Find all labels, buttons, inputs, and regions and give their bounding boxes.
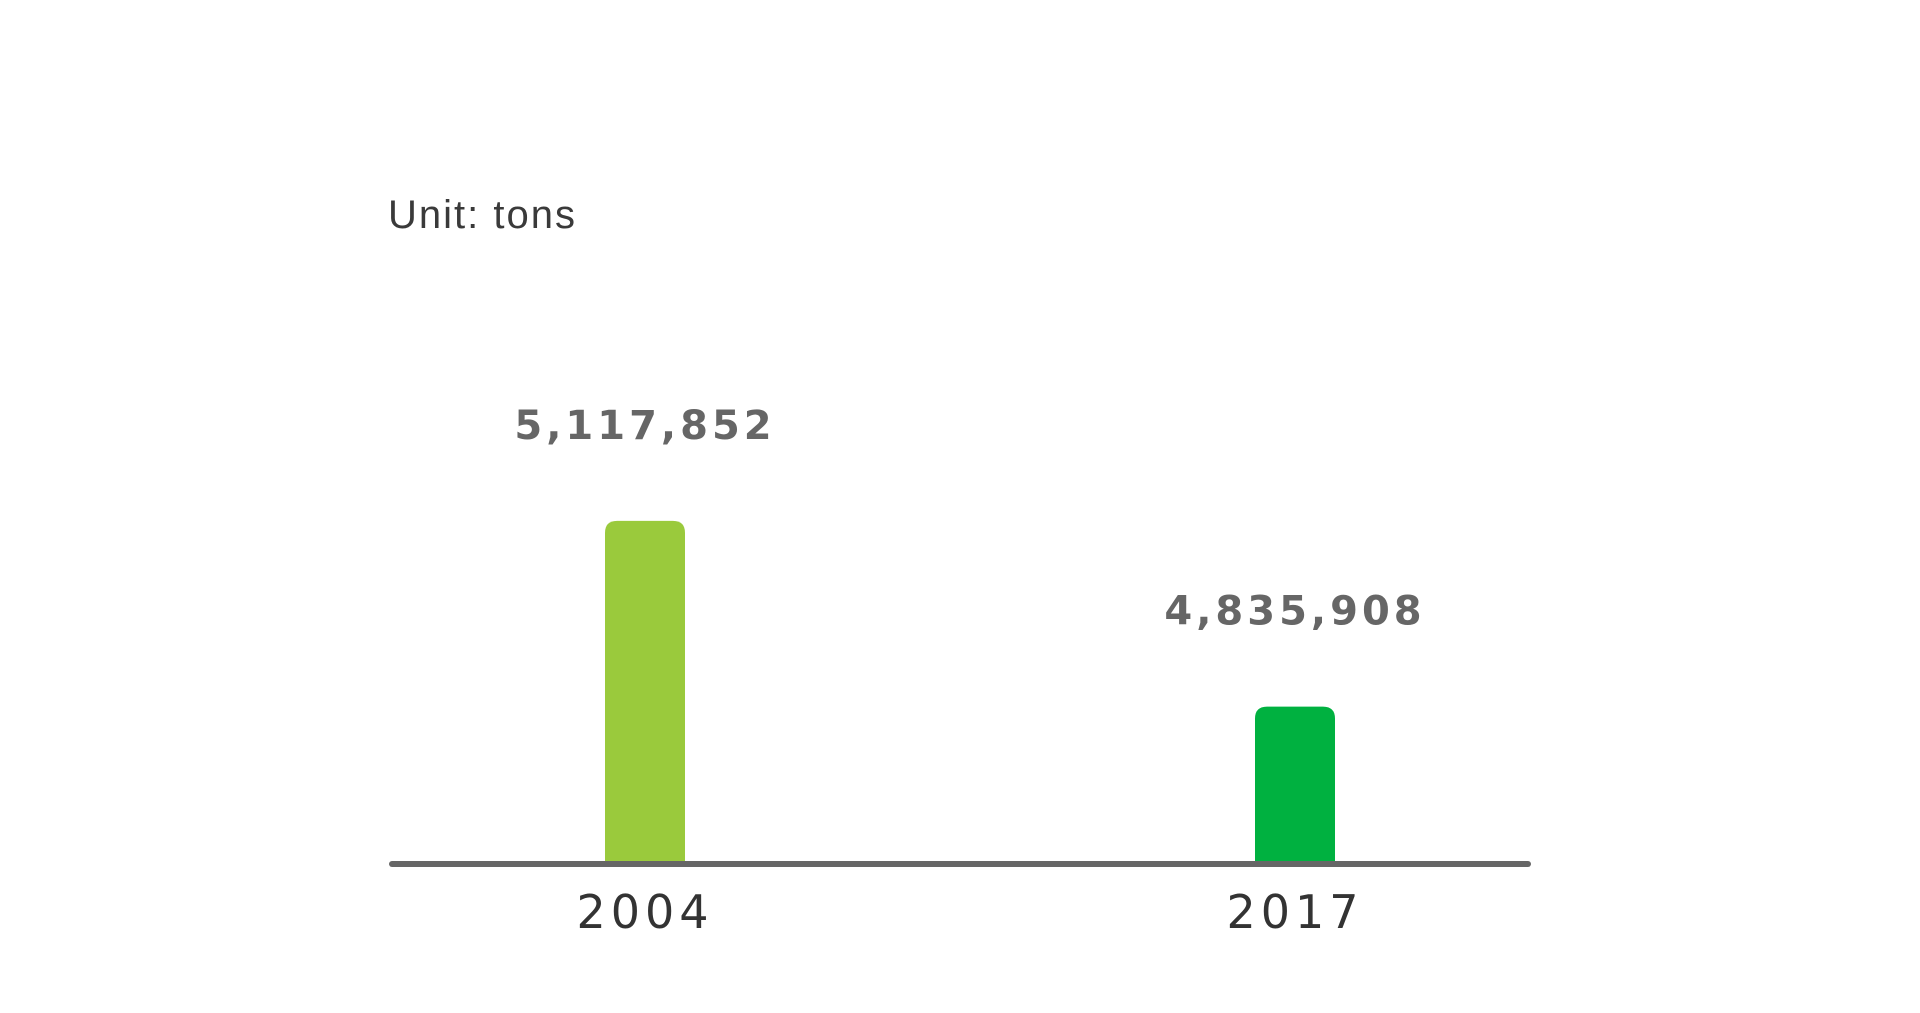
unit-label: Unit: tons (388, 193, 577, 237)
value-label-2004: 5,117,852 (514, 403, 775, 449)
bar-2017 (1255, 706, 1335, 862)
bars-group (605, 520, 1335, 862)
x-tick-label-2004: 2004 (576, 885, 713, 939)
bar-2004 (605, 520, 685, 862)
labels-group: 5,117,852 2004 4,835,908 2017 (514, 403, 1425, 939)
value-label-2017: 4,835,908 (1164, 589, 1425, 635)
x-tick-label-2017: 2017 (1226, 885, 1363, 939)
